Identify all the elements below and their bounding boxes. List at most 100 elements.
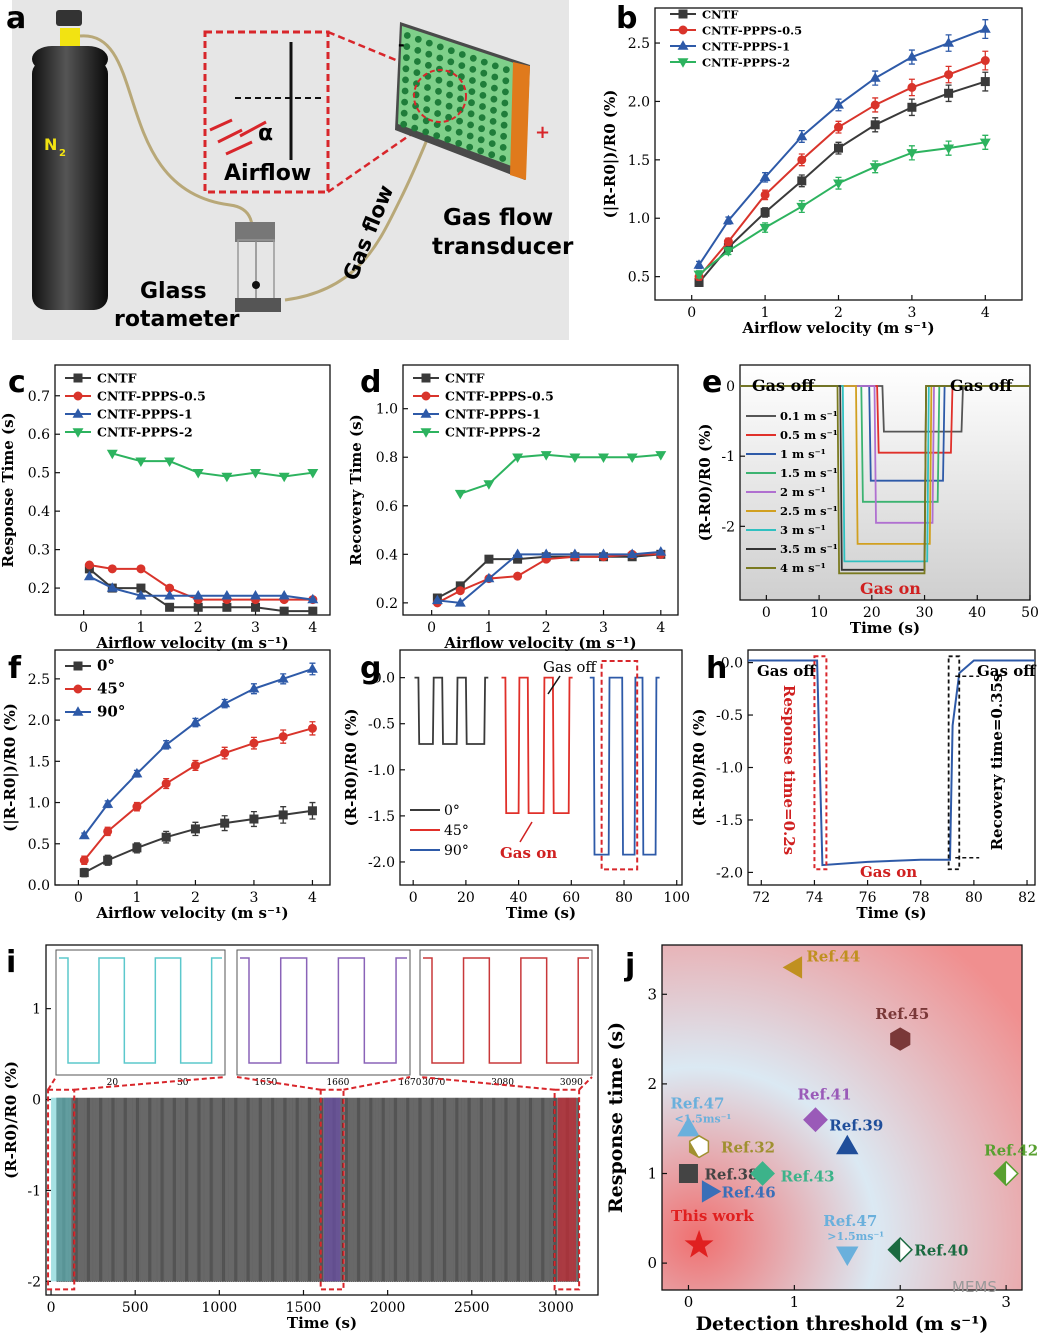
y-tick-label: 0.0 bbox=[721, 656, 743, 672]
inset-tick-label: 1660 bbox=[326, 1078, 349, 1088]
data-point bbox=[164, 457, 176, 468]
x-tick-label: 80 bbox=[615, 890, 633, 906]
sensor-dot bbox=[444, 124, 452, 132]
data-point bbox=[722, 214, 734, 225]
sensor-dot bbox=[491, 62, 499, 70]
sensor-dot bbox=[466, 132, 474, 140]
data-point bbox=[723, 237, 733, 247]
x-tick-label: 20 bbox=[863, 605, 881, 621]
y-tick-label: 0.3 bbox=[28, 543, 50, 559]
data-point bbox=[219, 697, 231, 708]
sensor-dot bbox=[467, 121, 474, 129]
y-axis-label: (R-R0)/R0 (%) bbox=[696, 424, 714, 542]
data-point bbox=[249, 814, 259, 824]
scatter-point bbox=[684, 1229, 714, 1258]
inset-tick-label: 3080 bbox=[491, 1078, 514, 1088]
plot-frame bbox=[54, 649, 331, 886]
x-tick-label: 2 bbox=[834, 305, 843, 321]
x-tick-label: 3 bbox=[599, 620, 608, 636]
data-point bbox=[103, 826, 113, 836]
data-point bbox=[164, 589, 176, 600]
sensor-dot bbox=[403, 43, 411, 50]
series-line bbox=[698, 141, 986, 276]
sensor-dot bbox=[422, 117, 430, 125]
x-tick-label: 1 bbox=[484, 620, 493, 636]
n2-label: N bbox=[44, 135, 57, 154]
legend-label: 2 m s⁻¹ bbox=[780, 485, 826, 499]
data-point bbox=[193, 602, 203, 612]
legend-label: CNTF-PPPS-2 bbox=[445, 425, 541, 440]
x-tick-label: 0 bbox=[409, 890, 418, 906]
legend-label: 45° bbox=[444, 823, 469, 839]
legend-label: CNTF-PPPS-0.5 bbox=[702, 24, 802, 38]
alpha-label: α bbox=[258, 121, 273, 146]
legend-marker bbox=[73, 661, 83, 671]
data-point bbox=[513, 571, 523, 581]
y-tick-label: 0.5 bbox=[28, 837, 50, 853]
data-point bbox=[221, 472, 233, 483]
sensor-dot bbox=[403, 54, 410, 62]
x-tick-label: 82 bbox=[1018, 890, 1036, 906]
sensor-dot bbox=[479, 92, 487, 99]
data-point bbox=[132, 802, 142, 812]
data-point bbox=[220, 818, 230, 828]
sensor-dot bbox=[434, 110, 441, 117]
y-tick-label: -1 bbox=[721, 449, 735, 465]
y-tick-label: 1.0 bbox=[28, 796, 50, 812]
x-tick-label: 2 bbox=[895, 1293, 905, 1311]
data-point bbox=[190, 824, 200, 834]
response-box bbox=[813, 655, 828, 871]
data-point bbox=[102, 798, 114, 808]
data-point bbox=[83, 570, 95, 581]
point-label: Ref.41 bbox=[798, 1086, 852, 1104]
data-point bbox=[131, 767, 143, 778]
legend-marker bbox=[421, 373, 431, 383]
sensor-dot bbox=[488, 140, 496, 148]
panel-letter: b bbox=[616, 1, 637, 36]
sensor-dot bbox=[445, 113, 452, 121]
gas-off-label: Gas off bbox=[543, 658, 597, 676]
highlight-box bbox=[319, 1088, 345, 1291]
data-point bbox=[512, 548, 524, 558]
data-point bbox=[192, 469, 204, 479]
x-tick-label: 4 bbox=[656, 620, 665, 636]
data-point bbox=[278, 472, 290, 483]
data-point bbox=[869, 72, 881, 82]
data-point bbox=[598, 548, 609, 558]
legend-label: 2.5 m s⁻¹ bbox=[780, 504, 838, 518]
data-point bbox=[106, 449, 118, 460]
tank-regulator-icon bbox=[60, 28, 80, 48]
data-point bbox=[759, 171, 771, 182]
y-tick-label: -1.0 bbox=[716, 761, 743, 777]
data-point bbox=[306, 663, 318, 673]
scatter-point bbox=[836, 1246, 859, 1267]
data-point bbox=[944, 70, 954, 80]
sensor-dot bbox=[444, 136, 452, 143]
panel-letter: e bbox=[702, 365, 722, 400]
legend-label: 45° bbox=[97, 680, 125, 698]
highlight-region bbox=[51, 1097, 72, 1282]
data-point bbox=[834, 143, 843, 153]
sensor-dot bbox=[457, 95, 464, 103]
data-point bbox=[796, 130, 808, 141]
x-tick-label: 3 bbox=[249, 890, 258, 906]
data-point bbox=[834, 122, 843, 132]
x-axis-label: Detection threshold (m s⁻¹) bbox=[696, 1313, 989, 1334]
x-tick-label: 40 bbox=[510, 890, 528, 906]
inset-frame bbox=[419, 949, 593, 1076]
sensor-dot bbox=[480, 69, 488, 77]
sensor-dot bbox=[458, 62, 466, 69]
sensor-dot bbox=[479, 103, 486, 110]
data-point bbox=[980, 56, 990, 66]
sensor-dot bbox=[424, 84, 431, 91]
y-tick-label: 0.4 bbox=[376, 547, 398, 563]
scatter-point bbox=[678, 1164, 698, 1184]
sensor-dot bbox=[458, 73, 465, 81]
y-tick-label: 0 bbox=[32, 1093, 41, 1109]
watermark: MEMS bbox=[952, 1278, 997, 1296]
y-tick-label: 1.5 bbox=[628, 153, 650, 169]
sensor-dot bbox=[469, 54, 477, 62]
rotameter-base bbox=[235, 298, 281, 312]
x-tick-label: 1 bbox=[790, 1293, 800, 1311]
inset-tick-label: 3090 bbox=[560, 1078, 583, 1088]
